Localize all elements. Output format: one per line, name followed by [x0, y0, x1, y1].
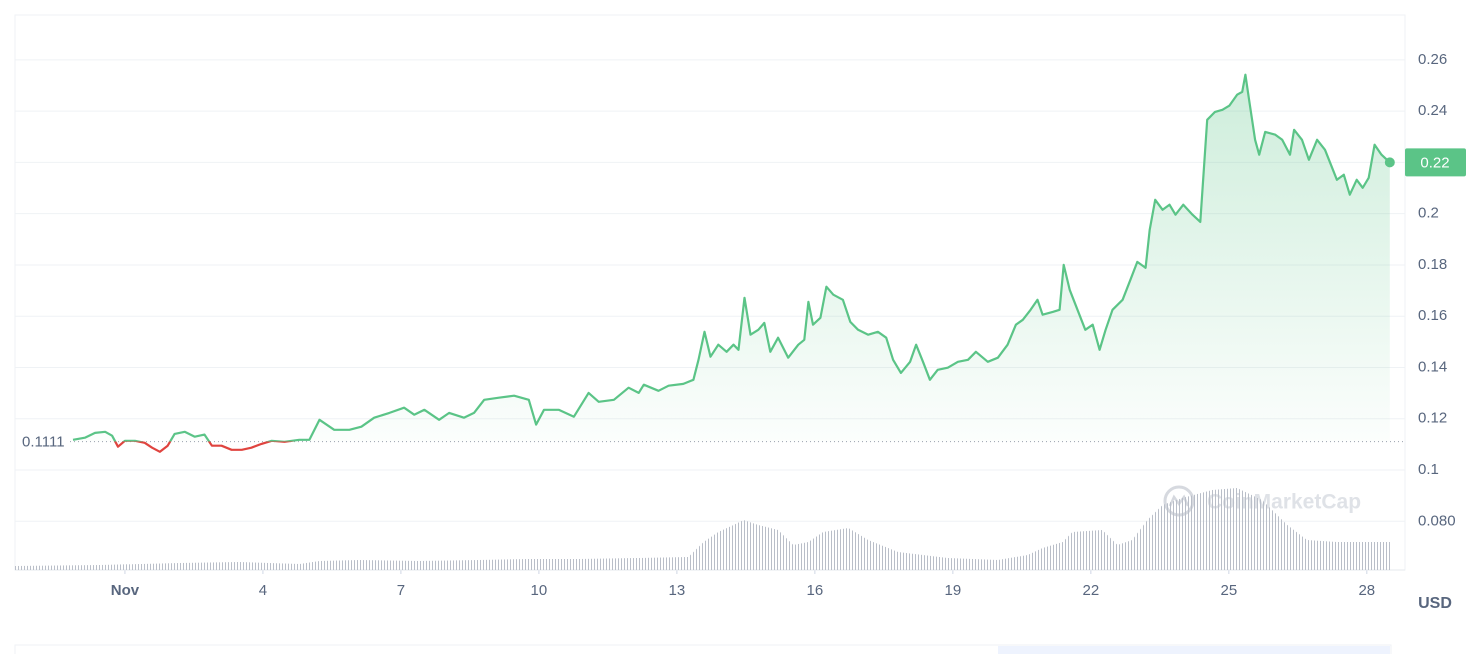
- tab-highlight: [998, 646, 1390, 654]
- x-tick-label: Nov: [111, 582, 140, 599]
- x-tick-label: 22: [1083, 582, 1100, 599]
- x-tick-label: 13: [669, 582, 686, 599]
- y-tick-label: 0.2: [1418, 205, 1439, 222]
- x-tick-label: 7: [397, 582, 405, 599]
- y-tick-label: 0.14: [1418, 358, 1447, 375]
- y-tick-label: 0.1: [1418, 461, 1439, 478]
- currency-label: USD: [1418, 595, 1452, 612]
- price-area: [73, 74, 1390, 442]
- y-tick-label: 0.26: [1418, 51, 1447, 68]
- x-tick-label: 16: [807, 582, 824, 599]
- y-tick-label: 0.16: [1418, 307, 1447, 324]
- x-tick-label: 25: [1220, 582, 1237, 599]
- volume-area: [15, 488, 1392, 570]
- price-pill: [1405, 148, 1466, 177]
- bottom-tabs: [14, 644, 1392, 654]
- x-tick-label: 4: [259, 582, 267, 599]
- tab-bar: [14, 644, 1392, 654]
- x-tick-label: 19: [945, 582, 962, 599]
- x-tick-label: 28: [1358, 582, 1375, 599]
- y-tick-label: 0.080: [1418, 512, 1456, 529]
- y-tick-label: 0.24: [1418, 102, 1447, 119]
- price-line: [72, 73, 1391, 453]
- x-tick-label: 10: [531, 582, 548, 599]
- price-pill-label: 0.22: [1420, 154, 1449, 171]
- y-tick-label: 0.12: [1418, 410, 1447, 427]
- y-tick-label: 0.18: [1418, 256, 1447, 273]
- last-point: [1384, 157, 1395, 168]
- reference-label: 0.1111: [22, 434, 65, 451]
